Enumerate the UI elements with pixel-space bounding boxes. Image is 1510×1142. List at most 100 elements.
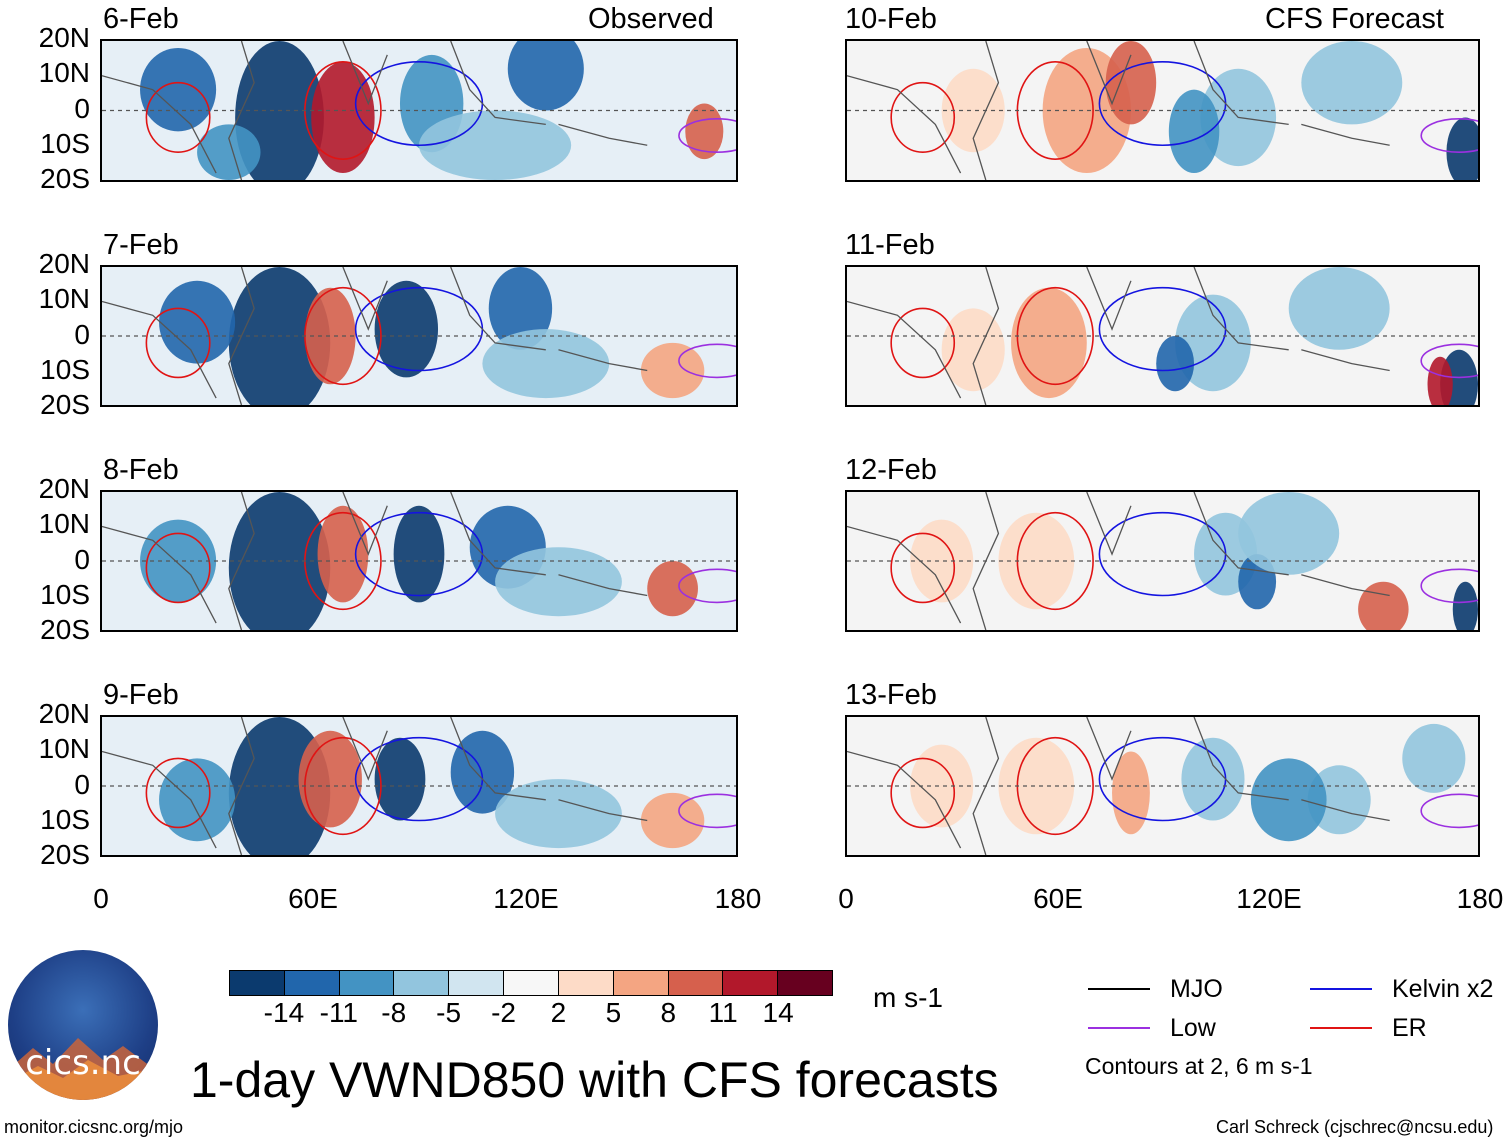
anomaly-patch [495, 547, 622, 617]
lat-label-20s: 20S [40, 163, 90, 194]
anomaly-patch [1112, 751, 1150, 835]
legend-line-mjo [1088, 988, 1150, 990]
lat-label-20s: 20S [40, 839, 90, 870]
colorbar-swatch [558, 971, 614, 995]
panel-tag-cfs-forecast: CFS Forecast [1265, 3, 1444, 35]
map-panel-12feb [845, 490, 1480, 632]
map-field [102, 492, 736, 630]
er-contour [145, 532, 211, 604]
lon-label-180: 180 [1456, 883, 1504, 914]
anomaly-patch [1238, 492, 1340, 575]
colorbar-tick: -14 [263, 997, 305, 1028]
lat-label-10s: 10S [40, 354, 90, 385]
footer-url: monitor.cicsnc.org/mjo [4, 1117, 184, 1137]
anomaly-patch [1175, 294, 1251, 392]
legend-label-low: Low [1170, 1014, 1216, 1042]
er-contour [145, 307, 211, 379]
anomaly-patch [374, 280, 439, 378]
er-contour [890, 532, 956, 604]
low-contour [678, 793, 736, 829]
lon-label-60e: 60E [288, 883, 338, 914]
lat-label-0: 0 [74, 544, 90, 575]
footer-credit: Carl Schreck (cjschrec@ncsu.edu) [1216, 1117, 1494, 1137]
lat-label-0: 0 [74, 93, 90, 124]
colorbar-units: m s-1 [873, 982, 943, 1013]
legend-line-low [1088, 1027, 1150, 1029]
anomaly-patch [311, 61, 375, 174]
map-panel-9feb [100, 715, 738, 857]
anomaly-patch [1168, 89, 1220, 174]
lon-label-0: 0 [838, 883, 854, 914]
lat-label-10s: 10S [40, 128, 90, 159]
lat-label-10n: 10N [38, 733, 90, 764]
anomaly-patch [647, 561, 698, 617]
colorbar-tick: 11 [708, 997, 738, 1028]
anomaly-patch [998, 512, 1075, 610]
anomaly-patch [1105, 41, 1157, 125]
legend-label-mjo: MJO [1170, 975, 1223, 1003]
anomaly-patch [998, 737, 1075, 835]
colorbar-tick: -5 [436, 997, 462, 1028]
logo-text: cics.nc [25, 1043, 141, 1083]
map-panel-10feb [845, 39, 1480, 182]
anomaly-patch [495, 779, 622, 849]
anomaly-patch [1250, 758, 1327, 842]
er-contour [890, 757, 956, 829]
panel-date-6feb: 6-Feb [103, 3, 179, 35]
lat-label-10n: 10N [38, 508, 90, 539]
anomaly-patch [1011, 287, 1087, 399]
anomaly-patch [159, 758, 236, 842]
map-field [847, 41, 1478, 180]
anomaly-patch [488, 267, 553, 350]
map-panel-6feb [100, 39, 738, 182]
er-contour [145, 757, 211, 829]
anomaly-patch [941, 68, 1005, 153]
anomaly-patch [1156, 336, 1195, 392]
map-panel-7feb [100, 265, 738, 407]
panel-date-9feb: 9-Feb [103, 679, 179, 711]
main-title: 1-day VWND850 with CFS forecasts [190, 1052, 999, 1108]
mountain-icon [8, 1038, 158, 1100]
colorbar-tick: 5 [605, 997, 622, 1028]
anomaly-patch [685, 103, 724, 160]
panel-tag-observed: Observed [588, 3, 714, 35]
panel-date-10feb: 10-Feb [845, 3, 937, 35]
lat-label-20s: 20S [40, 389, 90, 420]
anomaly-patch [1446, 117, 1478, 180]
anomaly-patch [1427, 356, 1453, 405]
anomaly-patch [507, 41, 584, 111]
map-field [847, 717, 1478, 855]
map-field [102, 717, 736, 855]
lon-label-0: 0 [93, 883, 109, 914]
lat-label-20n: 20N [38, 698, 90, 729]
lon-label-180: 180 [714, 883, 762, 914]
anomaly-patch [298, 730, 362, 828]
anomaly-patch [640, 792, 705, 849]
colorbar-tick: 14 [762, 997, 794, 1028]
map-panel-11feb [845, 265, 1480, 407]
anomaly-patch [910, 744, 974, 828]
colorbar-tick: 2 [550, 997, 567, 1028]
anomaly-patch [1358, 581, 1409, 630]
colorbar-swatch [723, 971, 779, 995]
lat-label-10s: 10S [40, 579, 90, 610]
lat-label-20n: 20N [38, 22, 90, 53]
low-contour [1420, 343, 1478, 379]
anomaly-patch [1452, 581, 1478, 630]
lat-label-10n: 10N [38, 283, 90, 314]
colorbar-tick: -2 [491, 997, 516, 1028]
anomaly-patch [640, 342, 705, 399]
lon-label-120e: 120E [493, 883, 559, 914]
lat-label-20n: 20N [38, 473, 90, 504]
map-field [847, 492, 1478, 630]
anomaly-patch [159, 280, 236, 364]
low-contour [678, 568, 736, 604]
er-contour [890, 307, 956, 379]
anomaly-patch [1288, 267, 1390, 350]
map-panel-8feb [100, 490, 738, 632]
lat-label-10s: 10S [40, 804, 90, 835]
anomaly-patch [1307, 765, 1371, 835]
colorbar [229, 970, 833, 996]
colorbar-swatch [778, 971, 832, 995]
anomaly-patch [304, 287, 356, 385]
